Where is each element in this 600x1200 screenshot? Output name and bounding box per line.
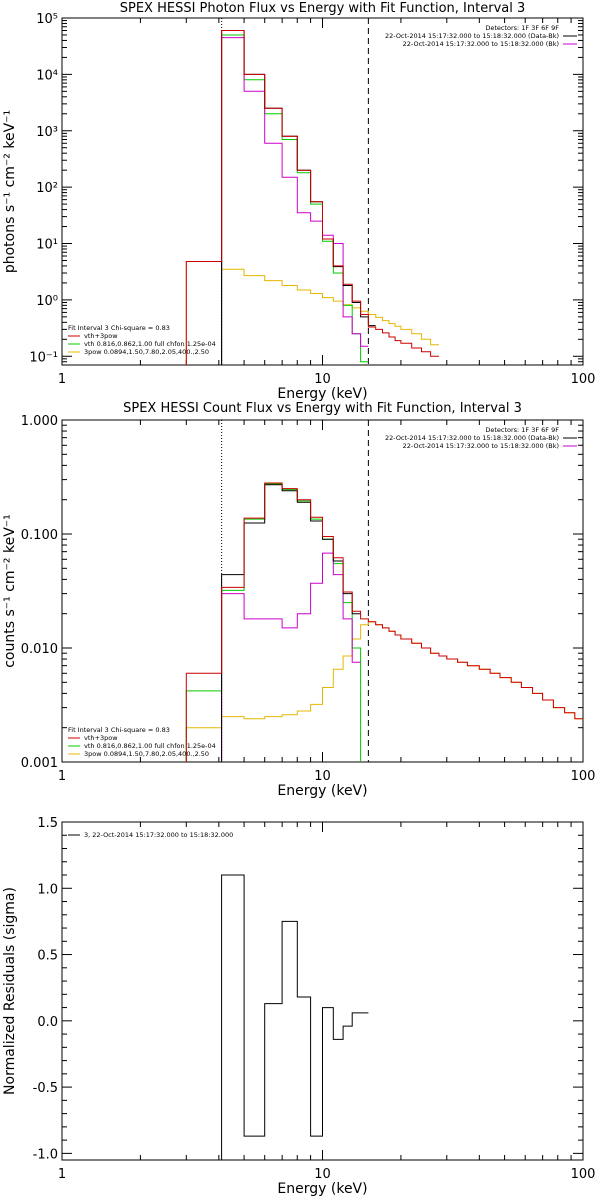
info-line: 22-Oct-2014 15:17:32.000 to 15:18:32.000…	[403, 40, 559, 48]
info-line: 22-Oct-2014 15:17:32.000 to 15:18:32.000…	[385, 32, 559, 40]
info-line: Detectors: 1F 3F 6F 9F	[485, 426, 559, 434]
info-line: 22-Oct-2014 15:17:32.000 to 15:18:32.000…	[403, 442, 559, 450]
plot-frame	[61, 17, 584, 366]
y-tick-label: -0.5	[33, 1081, 58, 1096]
y-tick-label: 1.000	[21, 414, 58, 429]
y-tick-label: 10⁴	[36, 68, 58, 83]
y-tick-label: 10¹	[36, 238, 58, 253]
legend-entry: 3pow 0.0894,1.50,7.80,2.05,400.,2.50	[84, 348, 209, 356]
x-tick-label: 100	[571, 769, 596, 784]
series-3-22-oct-2014-15-17-32-000-to-15-18-32-000	[221, 874, 369, 1160]
y-tick-label: 0.5	[37, 949, 58, 964]
info-line: Detectors: 1F 3F 6F 9F	[485, 24, 559, 32]
y-tick-label: 1.5	[37, 816, 58, 831]
y-tick-label: 10³	[36, 125, 58, 140]
legend-entry: 3pow 0.0894,1.50,7.80,2.05,400.,2.50	[84, 750, 209, 758]
x-tick-label: 10	[314, 372, 331, 387]
series-vth	[221, 34, 369, 365]
y-tick-label: 10⁻¹	[29, 350, 58, 365]
x-tick-label: 1	[58, 372, 66, 387]
legend-entry: vth 0.816,0.862,1.00 full chfon 1.25e-04	[84, 340, 216, 348]
y-tick-label: 0.010	[21, 642, 58, 657]
y-tick-label: 1.0	[37, 882, 58, 897]
series-vth-3pow	[185, 30, 439, 365]
legend-entry: 3, 22-Oct-2014 15:17:32.000 to 15:18:32.…	[84, 831, 233, 839]
legend-entry: vth 0.816,0.862,1.00 full chfon 1.25e-04	[84, 742, 216, 750]
y-tick-label: 0.001	[21, 756, 58, 771]
series-3pow	[185, 261, 439, 365]
y-tick-label: -1.0	[33, 1147, 58, 1162]
legend-entry: vth+3pow	[84, 734, 118, 742]
series-vth	[185, 483, 362, 762]
x-axis-label: Energy (keV)	[277, 1181, 367, 1197]
x-tick-label: 1	[58, 1167, 66, 1182]
x-tick-label: 100	[571, 372, 596, 387]
x-axis-label: Energy (keV)	[277, 386, 367, 402]
series-data-bk	[221, 484, 361, 762]
y-tick-label: 10²	[36, 181, 58, 196]
y-axis-label: photons s⁻¹ cm⁻² keV⁻¹	[2, 110, 18, 273]
x-tick-label: 10	[314, 1167, 331, 1182]
series-bk	[221, 552, 361, 762]
y-tick-label: 10⁰	[36, 294, 58, 309]
series-vth-3pow	[185, 482, 583, 762]
y-tick-label: 10⁵	[36, 12, 58, 27]
x-tick-label: 100	[571, 1167, 596, 1182]
x-tick-label: 1	[58, 769, 66, 784]
legend-entry: vth+3pow	[84, 332, 118, 340]
legend-entry: Fit Interval 3 Chi-square = 0.83	[68, 324, 170, 332]
y-axis-label: Normalized Residuals (sigma)	[2, 887, 18, 1095]
legend-entry: Fit Interval 3 Chi-square = 0.83	[68, 726, 170, 734]
plot-frame	[61, 419, 584, 763]
series-3pow	[185, 621, 583, 762]
y-tick-label: 0.0	[37, 1015, 58, 1030]
info-line: 22-Oct-2014 15:17:32.000 to 15:18:32.000…	[385, 434, 559, 442]
chart-title: SPEX HESSI Count Flux vs Energy with Fit…	[123, 401, 522, 416]
series-bk	[221, 37, 369, 365]
x-axis-label: Energy (keV)	[277, 783, 367, 799]
y-axis-label: counts s⁻¹ cm⁻² keV⁻¹	[2, 514, 18, 668]
y-tick-label: 0.100	[21, 528, 58, 543]
x-tick-label: 10	[314, 769, 331, 784]
chart-title: SPEX HESSI Photon Flux vs Energy with Fi…	[120, 1, 526, 16]
